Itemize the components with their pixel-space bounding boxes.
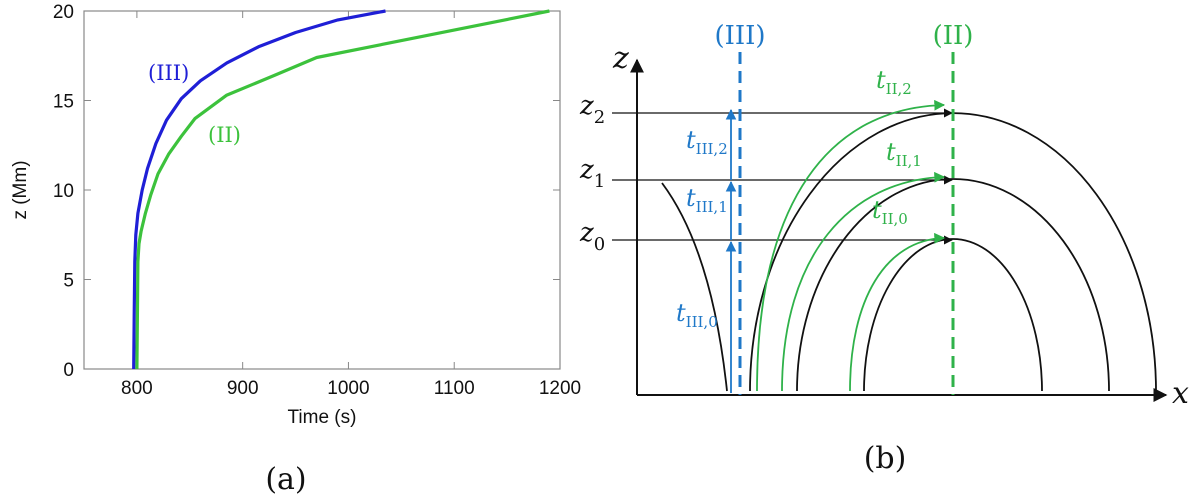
panel-label-b: (b): [864, 441, 907, 476]
loop-inner: [863, 238, 1043, 392]
line-label-II: (II): [933, 21, 974, 51]
height-label-z2: z2: [579, 91, 605, 128]
green-arrow-2: [756, 99, 946, 392]
y-tick-label: 0: [63, 360, 74, 381]
y-tick-label: 15: [53, 92, 74, 113]
series-line-II: [135, 9, 550, 370]
y-ticks: 0 5 10 15 20: [53, 2, 560, 381]
x-tick-label: 1100: [434, 378, 475, 399]
t-II-0-label: tII,0: [872, 196, 908, 228]
series-label-II: (II): [208, 123, 241, 147]
green-arrow-1: [781, 171, 946, 392]
open-field-line: [661, 182, 728, 392]
x-axis-label: Time (s): [288, 407, 357, 428]
series-label-III: (III): [148, 61, 189, 85]
y-tick-label: 5: [63, 271, 74, 292]
panel-b: [612, 52, 1168, 402]
y-axis-label: z (Mm): [10, 160, 31, 219]
t-II-1-label: tII,1: [886, 138, 922, 170]
x-tick-label: 1000: [327, 378, 369, 399]
loop-middle: [796, 178, 1110, 392]
y-tick-label: 10: [53, 181, 74, 202]
panel-a: 0 5 10 15 20 800 900 1000 1100 1200 (III) (II) T…: [10, 2, 581, 497]
x-ticks: 800 900 1000 1100 1200: [121, 11, 581, 399]
green-arrow-0: [849, 232, 946, 392]
series-line-III: [132, 9, 386, 370]
height-label-z1: z1: [579, 155, 605, 192]
series-lines: [132, 9, 550, 370]
x-tick-label: 900: [227, 378, 259, 399]
y-tick-label: 20: [53, 2, 74, 23]
t-II-2-label: tII,2: [876, 66, 912, 98]
line-label-III: (III): [714, 21, 765, 51]
t-III-2-label: tIII,2: [686, 126, 728, 158]
x-axis-label-b: x: [1172, 376, 1189, 411]
panel-label-a: (a): [265, 462, 306, 497]
x-tick-label: 1200: [539, 378, 581, 399]
x-tick-label: 800: [121, 378, 153, 399]
z-axis-label: z: [612, 41, 629, 76]
panel-b-labels: (III) (II) z x z2 z1 z0 tIII,2 tIII,1 tI…: [579, 21, 1189, 476]
height-label-z0: z0: [579, 218, 605, 255]
t-III-0-label: tIII,0: [676, 299, 718, 331]
t-III-1-label: tIII,1: [686, 184, 728, 216]
